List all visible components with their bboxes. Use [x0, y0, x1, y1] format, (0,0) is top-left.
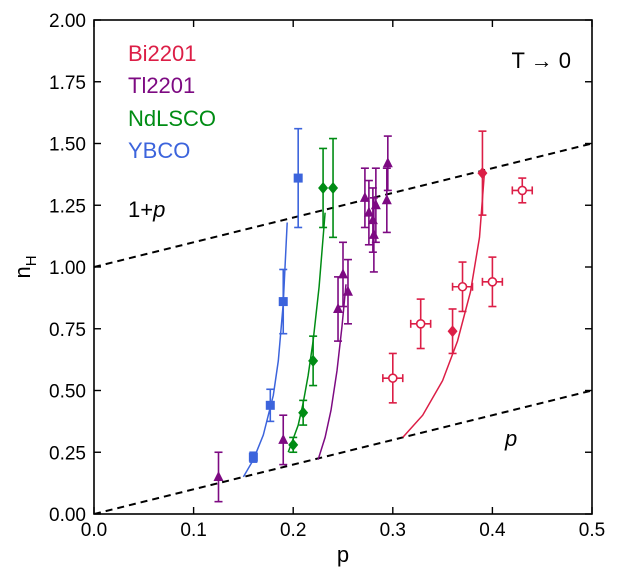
fit-curve-ndlsco: [287, 212, 326, 453]
data-point-tl2201: [363, 206, 374, 217]
data-point-tl2201: [382, 157, 393, 168]
legend-entry-tl2201: Tl2201: [128, 73, 195, 98]
temperature-annotation: T → 0: [511, 48, 571, 73]
y-tick-label: 0.50: [49, 382, 86, 403]
x-tick-label: 0.0: [81, 520, 107, 541]
data-point-ndlsco: [308, 354, 319, 367]
y-tick-label: 2.00: [49, 11, 86, 32]
data-point-ybco: [293, 173, 303, 183]
upper-line-annotation-var: p: [152, 197, 165, 222]
y-axis-label: nH: [10, 255, 40, 278]
x-tick-label: 0.2: [280, 520, 306, 541]
y-tick-label: 0.25: [49, 443, 86, 464]
fit-curve-tl2201: [317, 284, 347, 460]
data-point-tl2201: [338, 268, 348, 279]
fit-curve-ybco: [242, 222, 288, 478]
y-tick-label: 1.00: [49, 258, 86, 279]
data-point-bi2201-open: [517, 185, 528, 196]
y-tick-label: 0.75: [49, 320, 86, 341]
ticks-layer: 0.0 0.1 0.2 0.3 0.4 0.5 0.00 0.25 0.50 0.75 1.00 1.…: [49, 11, 605, 541]
data-point-tl2201: [278, 433, 289, 444]
y-tick-label: 1.75: [49, 73, 86, 94]
legend: Bi2201 Tl2201 NdLSCO YBCO: [128, 41, 216, 163]
data-point-bi2201-open: [387, 373, 398, 383]
legend-entry-ybco: YBCO: [128, 138, 190, 163]
data-point-ybco: [265, 400, 275, 410]
data-point-ybco: [248, 452, 258, 462]
y-axis-label-sub: H: [23, 255, 40, 266]
x-tick-label: 0.3: [380, 520, 406, 541]
data-point-tl2201: [342, 285, 353, 296]
upper-line-annotation: 1+p: [128, 197, 165, 222]
reference-line-one-plus-p: [94, 142, 592, 268]
data-point-ybco: [278, 297, 288, 307]
svg-text:nH: nH: [10, 255, 40, 278]
data-point-ndlsco: [298, 406, 309, 419]
y-tick-label: 0.00: [49, 505, 86, 526]
y-axis-label-main: n: [10, 266, 35, 278]
data-point-bi2201-open: [457, 281, 468, 292]
data-point-ndlsco: [288, 438, 299, 451]
upper-line-annotation-prefix: 1+: [128, 197, 153, 222]
reference-line-p: [94, 389, 592, 514]
data-point-tl2201: [213, 470, 224, 481]
data-point-bi2201: [477, 167, 488, 180]
lower-line-annotation: p: [504, 426, 517, 451]
legend-entry-bi2201: Bi2201: [128, 41, 197, 66]
data-point-ndlsco: [318, 181, 329, 194]
y-tick-label: 1.50: [49, 135, 86, 156]
data-point-tl2201: [368, 228, 379, 239]
data-point-bi2201: [447, 325, 458, 338]
data-point-tl2201: [333, 302, 344, 313]
fit-curve-bi2201: [402, 173, 486, 438]
data-point-tl2201: [370, 199, 381, 210]
data-point-tl2201: [359, 191, 370, 202]
data-point-tl2201: [381, 194, 392, 205]
x-tick-label: 0.5: [579, 520, 605, 541]
data-point-ndlsco: [328, 181, 339, 194]
data-point-bi2201-open: [487, 277, 498, 287]
marks-layer: [94, 127, 592, 514]
x-axis-label: p: [337, 542, 349, 567]
x-tick-label: 0.1: [180, 520, 206, 541]
legend-entry-ndlsco: NdLSCO: [128, 106, 216, 131]
y-tick-label: 1.25: [49, 196, 86, 217]
data-point-bi2201-open: [415, 319, 426, 329]
x-tick-label: 0.4: [479, 520, 506, 541]
